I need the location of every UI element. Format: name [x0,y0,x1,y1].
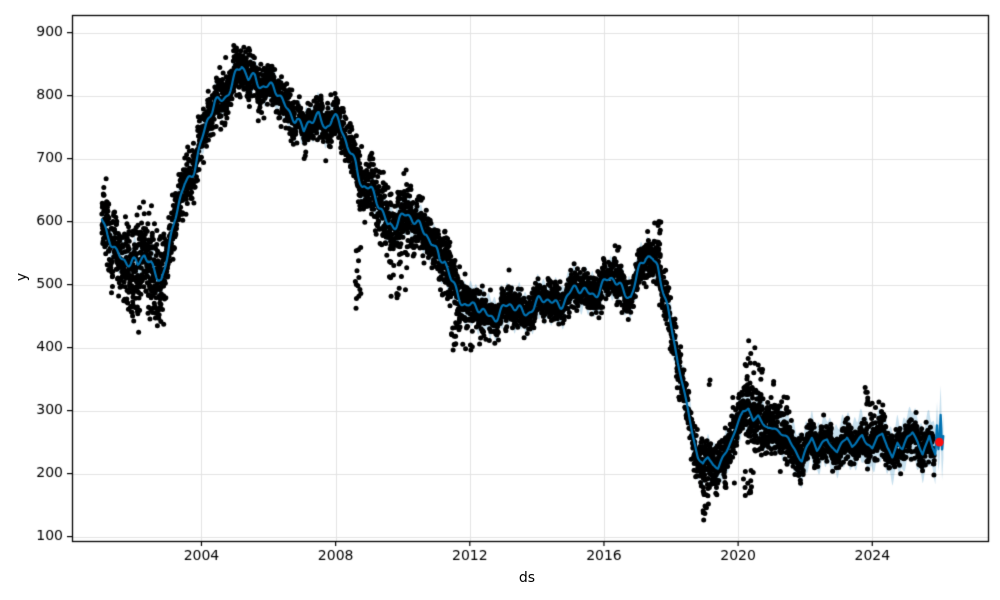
x-axis-label: ds [518,570,536,586]
y-axis-label: y [14,272,30,282]
